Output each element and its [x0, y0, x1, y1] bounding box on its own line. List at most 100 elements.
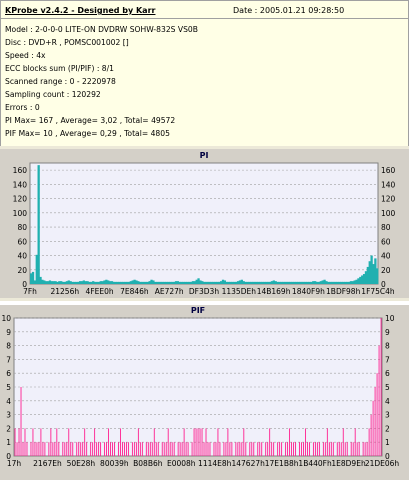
data-bar [364, 442, 366, 456]
data-bar [354, 428, 356, 456]
data-bar [327, 281, 330, 284]
plot-area [29, 162, 379, 285]
data-bar [36, 442, 38, 456]
data-bar [58, 281, 61, 284]
data-bar [235, 442, 237, 456]
y-tick-label-left: 0 [6, 452, 11, 461]
data-bar [197, 278, 200, 284]
data-bar [142, 281, 146, 284]
data-bar [272, 280, 275, 284]
data-bar [229, 281, 232, 284]
data-bar [332, 442, 334, 456]
data-bar [225, 281, 228, 284]
data-bar [163, 281, 166, 284]
data-bar [43, 280, 46, 284]
data-bar [144, 281, 148, 284]
data-bar [370, 255, 373, 284]
data-bar [350, 442, 352, 456]
data-bar [347, 281, 351, 284]
data-bar [263, 281, 266, 284]
x-tick-label: 17h [7, 459, 22, 468]
data-bar [276, 281, 279, 284]
data-bar [346, 442, 348, 456]
y-tick-label-left: 4 [6, 397, 11, 406]
y-tick-label-left: 2 [6, 424, 11, 433]
data-bar [114, 442, 115, 456]
data-bar [86, 442, 88, 456]
info-divider [1, 18, 408, 19]
data-bar [80, 442, 82, 456]
data-bar [92, 281, 95, 284]
data-bar [257, 281, 260, 284]
data-bar [291, 281, 294, 284]
data-bar [167, 428, 169, 456]
data-bar [219, 442, 221, 456]
data-bar [63, 281, 67, 284]
data-bar [199, 428, 201, 456]
data-bar [101, 281, 104, 284]
data-bar [253, 281, 257, 284]
data-bar [207, 442, 209, 456]
data-bar [213, 442, 215, 456]
y-tick-label-left: 40 [17, 252, 27, 261]
data-bar [191, 442, 193, 456]
data-bar [334, 281, 338, 284]
data-bar [372, 264, 375, 284]
info-ecc-sum: ECC blocks sum (PI/PIF) : 8/1 [5, 64, 115, 73]
x-tick-label: 50E28h [67, 459, 96, 468]
data-bar [356, 442, 358, 456]
data-bar [243, 428, 245, 456]
data-bar [118, 281, 121, 284]
data-bar [206, 281, 210, 284]
data-bar [188, 281, 191, 284]
info-pif-stats: PIF Max= 10 , Average= 0,29 , Total= 480… [5, 129, 170, 138]
data-bar [32, 428, 34, 456]
data-bar [58, 442, 60, 456]
data-bar [131, 280, 134, 284]
y-tick-label-left: 5 [6, 383, 11, 392]
data-bar [199, 280, 202, 284]
data-bar [181, 442, 183, 456]
data-bar [317, 281, 321, 284]
data-bar [67, 280, 70, 284]
data-bar [269, 428, 271, 456]
data-bar [267, 442, 269, 456]
data-bar [197, 428, 199, 456]
data-bar [323, 279, 326, 284]
data-bar [177, 442, 179, 456]
y-tick-label-right: 3 [385, 411, 390, 420]
data-bar [76, 442, 78, 456]
data-bar [364, 271, 368, 284]
data-bar [287, 442, 289, 456]
data-bar [223, 280, 227, 284]
y-tick-label-left: 160 [13, 166, 28, 175]
data-bar [56, 281, 59, 284]
data-bar [374, 258, 377, 284]
data-bar [316, 442, 318, 456]
data-bar [270, 281, 274, 284]
data-bar [120, 428, 121, 456]
data-bar [116, 281, 119, 284]
data-bar [178, 281, 181, 284]
x-tick-label: 1E8D9Eh [331, 459, 366, 468]
data-bar [279, 442, 281, 456]
y-tick-label-right: 10 [385, 314, 395, 323]
pif-chart: PIF 0 0 1 1 2 2 3 3 4 4 5 5 6 6 7 7 8 8 9 9 10 10 17h 2167Eh 50E2… [1, 306, 399, 468]
data-bar [245, 442, 247, 456]
y-tick-label-left: 80 [17, 223, 27, 232]
data-bar [64, 442, 66, 456]
panel-spacer [0, 146, 409, 149]
data-bar [133, 279, 136, 284]
data-bar [249, 442, 251, 456]
data-bar [44, 442, 46, 456]
data-bar [148, 281, 151, 284]
data-bar [39, 276, 42, 284]
data-bar [362, 274, 366, 284]
data-bar [124, 281, 127, 284]
data-bar [171, 442, 173, 456]
data-bar [235, 281, 238, 284]
data-bar [346, 281, 349, 284]
data-bar [127, 442, 129, 456]
data-bar [351, 281, 354, 284]
data-bar [241, 442, 243, 456]
